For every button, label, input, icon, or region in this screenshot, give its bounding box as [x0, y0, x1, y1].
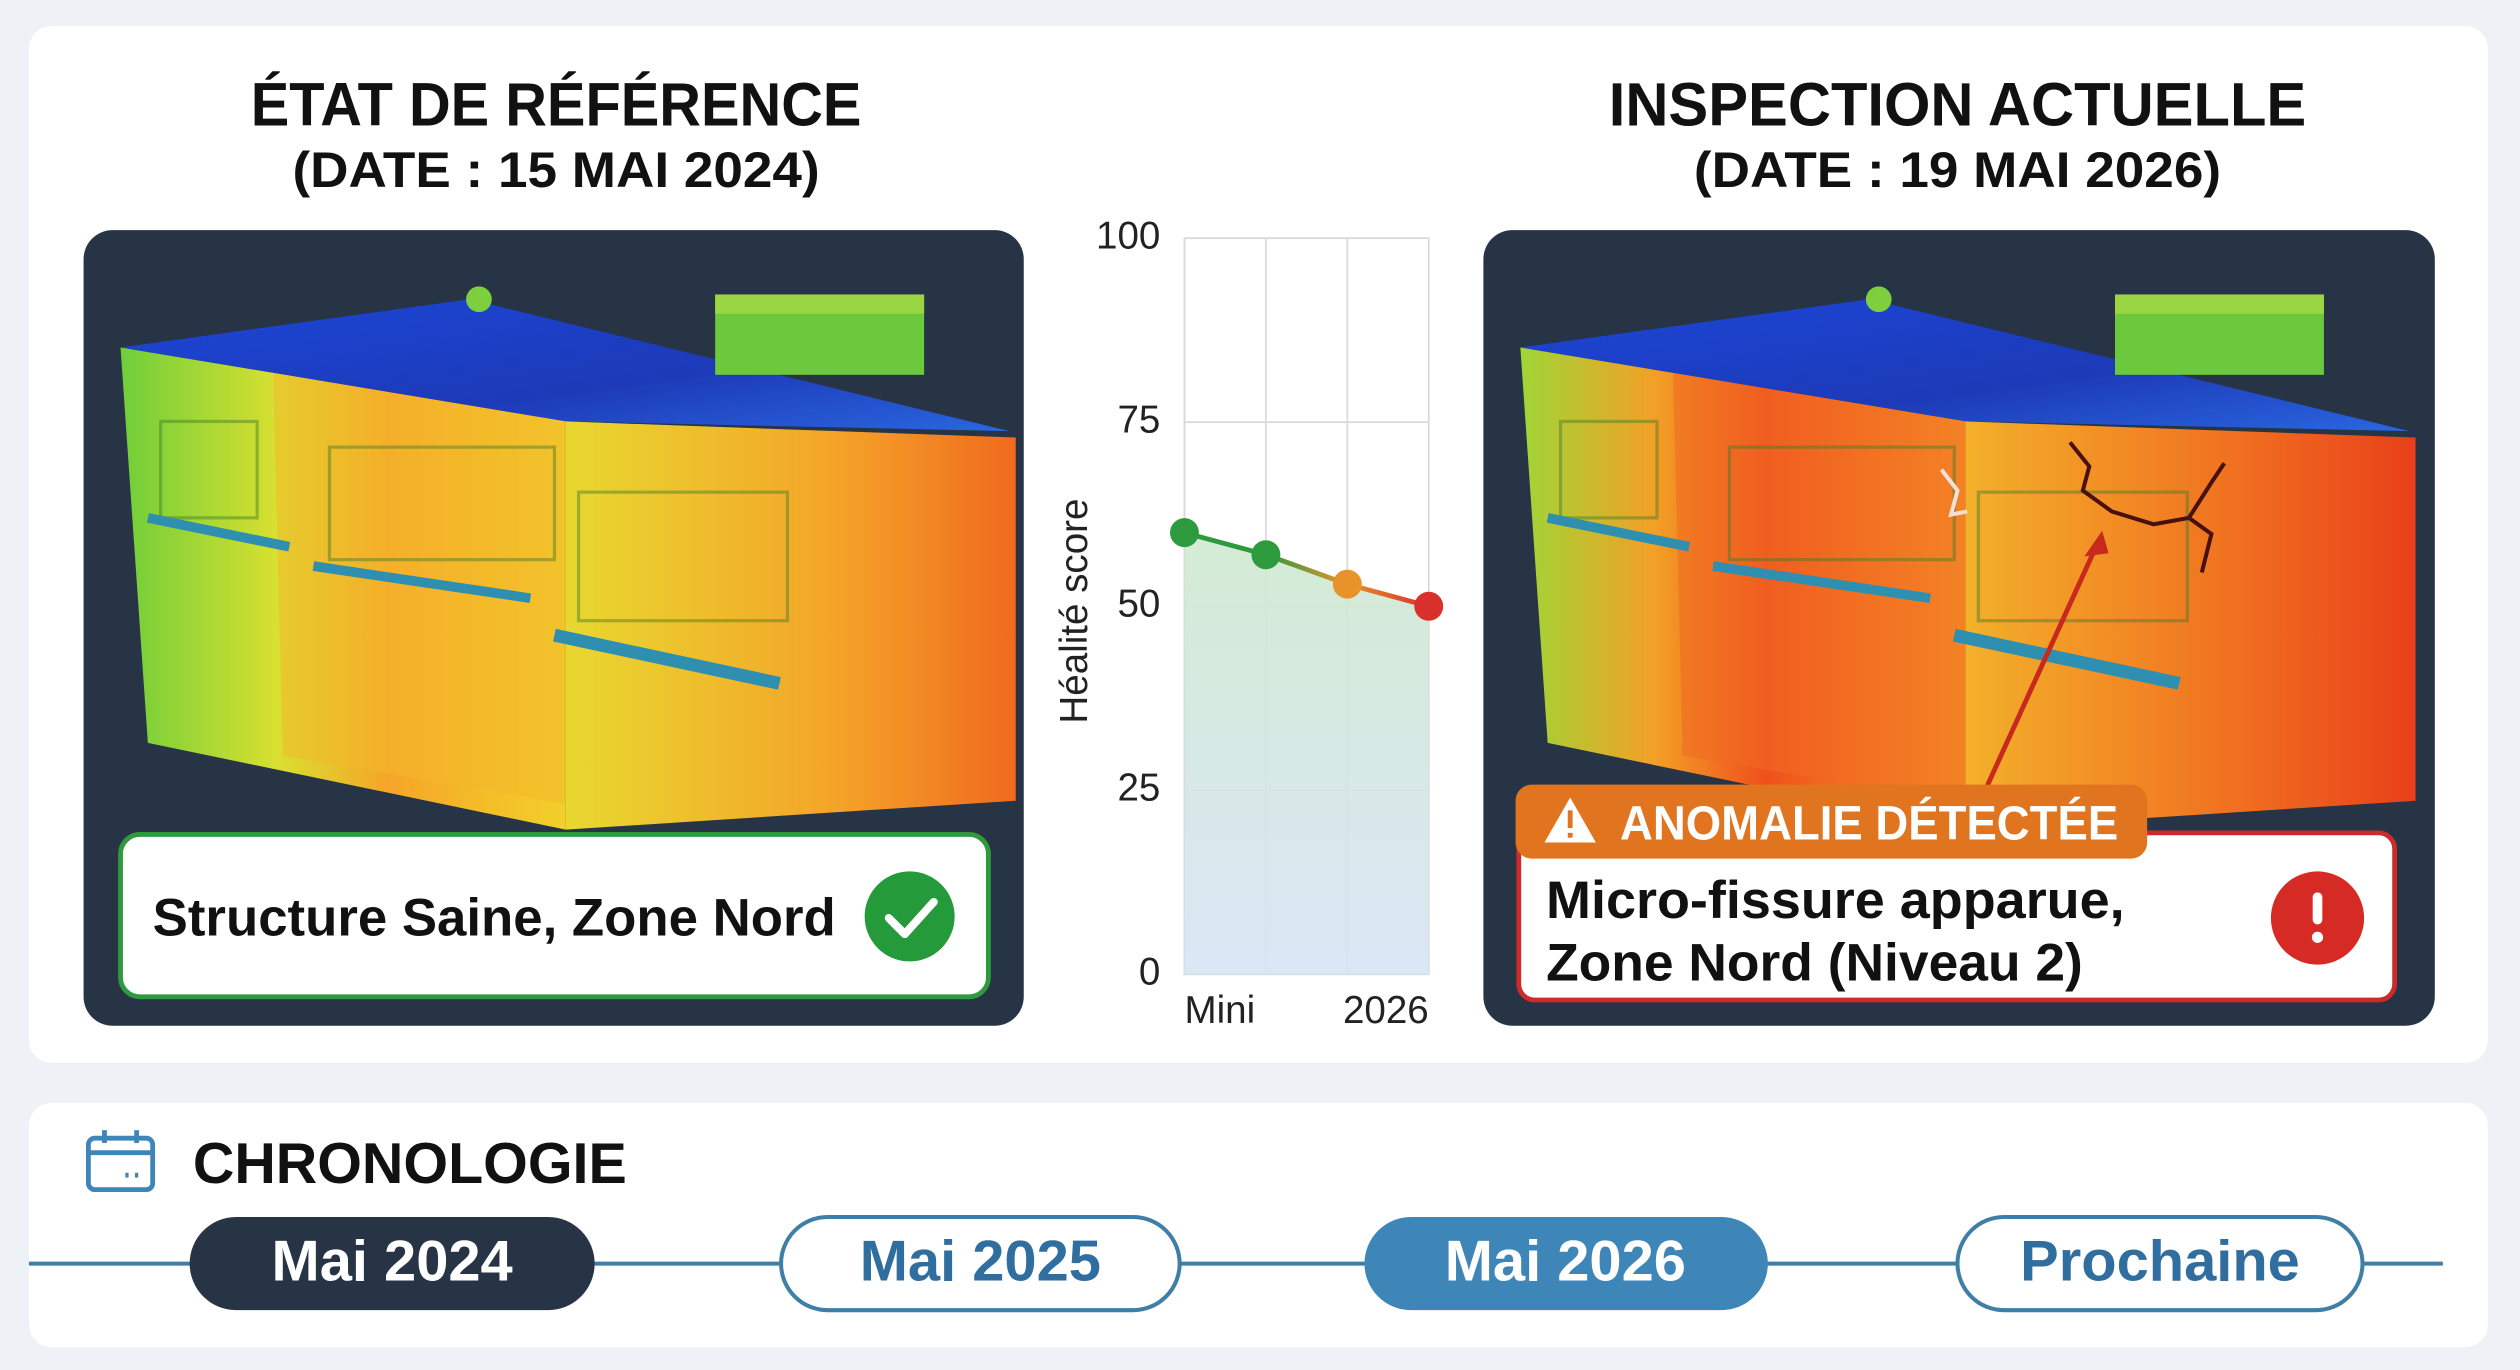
status-text: Structure Saine, Zone Nord — [153, 889, 836, 948]
score-chart: 0 25 50 75 100 Mini 2026 — [1096, 214, 1444, 1032]
side-face — [1965, 421, 2416, 830]
alert-icon-dot — [2311, 931, 2324, 943]
timeline-pill[interactable] — [1364, 1216, 1768, 1311]
ledge — [1546, 513, 1691, 552]
y-tick-label: 50 — [1117, 582, 1160, 625]
score-point — [1414, 591, 1444, 621]
warning-icon-bar — [1567, 810, 1573, 829]
roof — [120, 299, 1010, 432]
anomaly-badge — [1515, 784, 2148, 859]
ledge — [312, 561, 532, 603]
timeline-pill[interactable] — [189, 1216, 595, 1311]
anomaly-badge-text: ANOMALIE DÉTECTÉE — [1620, 796, 2118, 850]
ledge — [553, 628, 781, 690]
score-line — [1183, 530, 1430, 609]
reference-date: (DATE : 15 MAI 2024) — [293, 142, 820, 198]
y-axis-label: Héalité score — [1053, 499, 1096, 724]
timeline-pill-label[interactable]: Mai 2024 — [272, 1229, 513, 1293]
y-tick-label: 75 — [1117, 398, 1160, 441]
side-face — [565, 421, 1016, 830]
y-tick-label: 25 — [1117, 766, 1160, 809]
check-icon — [864, 871, 955, 962]
y-tick-label: 100 — [1096, 214, 1160, 257]
score-point — [1332, 569, 1362, 599]
warning-icon-dot — [1567, 832, 1573, 838]
vent — [1865, 286, 1892, 313]
timeline-pill-label[interactable]: Mai 2026 — [1445, 1229, 1686, 1293]
timeline-pill[interactable] — [779, 1214, 1182, 1313]
ledge — [1712, 561, 1931, 603]
alert-icon-bar — [2312, 892, 2323, 925]
roof — [1520, 299, 2410, 432]
y-tick-label: 0 — [1139, 950, 1160, 993]
current-title: INSPECTION ACTUELLE — [1609, 71, 2307, 139]
timeline-title: CHRONOLOGIE — [193, 1132, 627, 1196]
timeline-pill-label[interactable]: Mai 2025 — [860, 1229, 1101, 1293]
roof-unit-top — [715, 294, 925, 314]
ledge — [1952, 628, 2181, 690]
ledge — [146, 513, 291, 552]
check-mark — [884, 897, 938, 939]
pointer-arrow-head — [2084, 530, 2109, 557]
crack — [1939, 441, 2226, 573]
timeline-pill[interactable] — [1955, 1214, 2365, 1313]
timeline-card — [28, 1102, 2488, 1348]
finding-line: Micro-fissure apparue, — [1546, 871, 2125, 930]
status-box — [118, 832, 991, 1000]
x-tick-label: Mini — [1184, 989, 1255, 1032]
score-point — [1170, 518, 1199, 548]
score-point — [1251, 540, 1281, 570]
reference-title: ÉTAT DE RÉFÉRENCE — [251, 71, 862, 139]
current-date: (DATE : 19 MAI 2026) — [1694, 142, 2221, 198]
pointer-arrow — [1982, 539, 2102, 793]
timeline-pill-label[interactable]: Prochaine — [2020, 1229, 2300, 1293]
finding-line: Zone Nord (Niveau 2) — [1546, 934, 2083, 993]
roof-unit-top — [2115, 294, 2324, 314]
vent — [466, 286, 492, 313]
window — [327, 445, 557, 562]
window — [1558, 419, 1659, 520]
window — [159, 419, 259, 520]
window — [576, 490, 790, 623]
x-tick-label: 2026 — [1343, 989, 1429, 1032]
tower — [273, 373, 566, 804]
thermal-building — [120, 286, 1016, 830]
calendar-icon — [85, 1130, 156, 1193]
thermal-building — [1520, 286, 2416, 830]
tower — [1673, 373, 1966, 804]
area-fill — [1184, 532, 1429, 975]
